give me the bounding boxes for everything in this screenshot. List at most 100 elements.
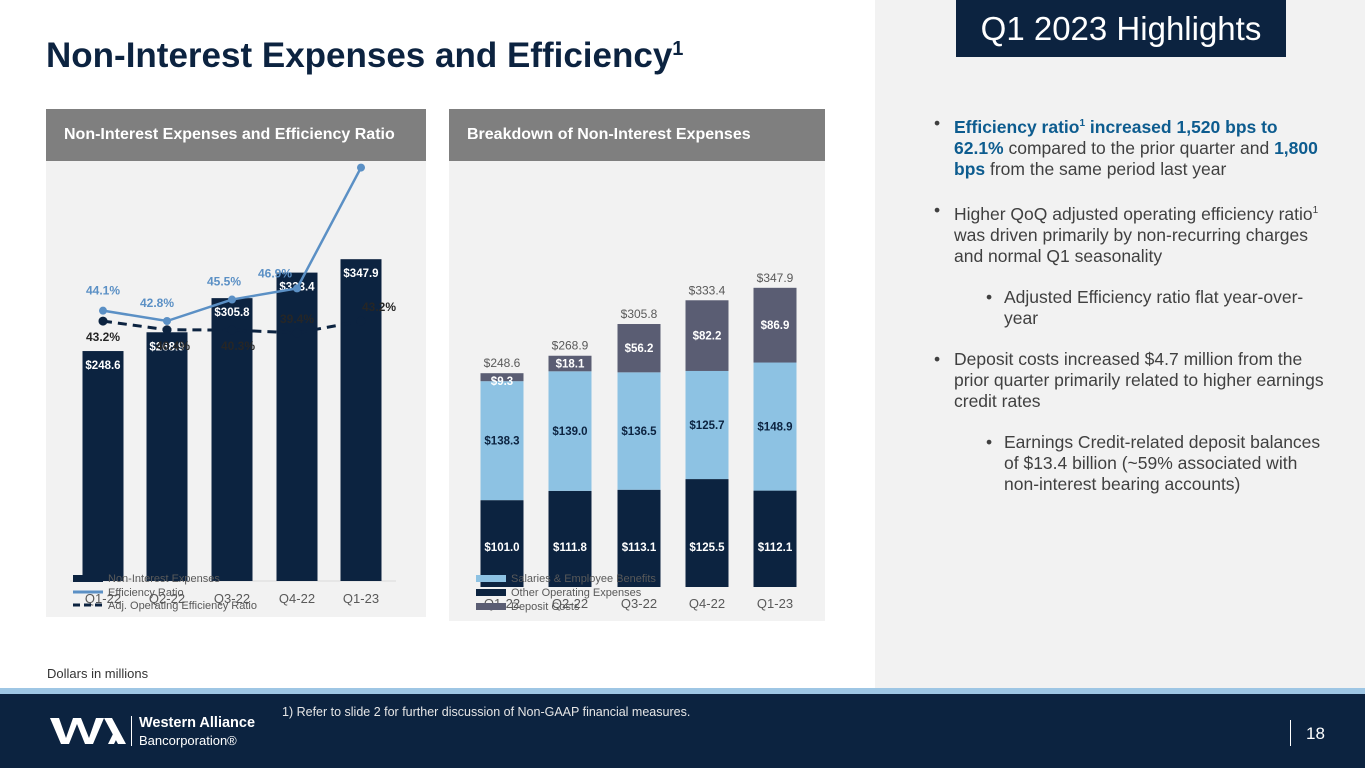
chart2-total-label: $333.4 <box>689 283 726 297</box>
chart2-segment-label: $125.5 <box>689 542 725 554</box>
chart1-efficiency-point <box>228 295 236 304</box>
chart1-legend-label: Non-Interest Expenses <box>108 573 220 585</box>
chart2-tick-label: Q4-22 <box>689 596 725 611</box>
company-logo-icon <box>50 718 126 744</box>
chart1-title: Non-Interest Expenses and Efficiency Rat… <box>46 109 426 161</box>
chart1-adj-efficiency-point <box>356 316 366 326</box>
chart1-tick-label: Q2-22 <box>149 591 185 606</box>
chart1-legend-label: Adj. Operating Efficiency Ratio <box>108 600 257 612</box>
chart2-bar-segment <box>685 300 729 371</box>
chart2-bar-segment <box>753 490 797 587</box>
chart1-efficiency-point <box>99 306 107 315</box>
chart1-efficiency-label: 45.5% <box>207 275 241 289</box>
chart2-segment-label: $111.8 <box>553 542 588 554</box>
chart1-adj-efficiency-point <box>292 328 302 338</box>
chart2-bar-segment <box>548 371 592 491</box>
logo-separator <box>131 716 132 746</box>
footer-bar <box>0 694 1365 768</box>
chart1-bar-label: $347.9 <box>343 268 378 280</box>
chart2-bar-segment <box>617 324 661 373</box>
chart1-efficiency-label: 46.9% <box>258 266 292 280</box>
chart1-adj-efficiency-label: 43.2% <box>86 330 120 344</box>
chart2-segment-label: $139.0 <box>552 426 587 438</box>
chart2-segment-label: $56.2 <box>625 343 654 355</box>
chart2-bar-segment <box>617 489 661 587</box>
chart1-efficiency-point <box>163 317 171 325</box>
chart1-adj-efficiency-point <box>227 325 237 335</box>
chart2-total-label: $347.9 <box>757 271 794 285</box>
chart1-bar-label: $248.6 <box>85 360 120 372</box>
chart1-adj-efficiency-line <box>102 319 362 335</box>
chart2-bar-segment <box>753 287 797 363</box>
chart2-segment-label: $101.0 <box>484 542 519 554</box>
chart1-bar-label: $305.8 <box>214 307 250 319</box>
chart2-segment-label: $82.2 <box>693 331 722 343</box>
chart1-adj-efficiency-label: 40.3% <box>221 339 255 353</box>
chart1-legend-label: Efficiency Ratio <box>108 587 184 599</box>
chart1-tick-label: Q4-22 <box>279 591 315 606</box>
chart2-bar-segment <box>480 381 524 501</box>
chart1-tick-label: Q1-22 <box>85 591 121 606</box>
company-name-line2: Bancorporation® <box>139 733 237 748</box>
chart2-segment-label: $136.5 <box>621 426 657 438</box>
chart2-title: Breakdown of Non-Interest Expenses <box>449 109 825 161</box>
chart1-adj-efficiency-label: 43.2% <box>362 300 396 314</box>
chart2-legend-label: Salaries & Employee Benefits <box>511 573 656 585</box>
chart1-adj-efficiency-point <box>162 325 172 335</box>
chart2-legend-swatch <box>476 589 506 596</box>
chart2-segment-label: $112.1 <box>758 542 793 554</box>
chart2-bar-segment <box>685 479 729 587</box>
chart2-bar-segment <box>548 490 592 587</box>
expense-breakdown-panel: Breakdown of Non-Interest Expenses $101.… <box>449 109 825 621</box>
chart1-tick-label: Q1-23 <box>343 591 379 606</box>
chart2-legend-label: Deposit Costs <box>511 601 580 613</box>
expense-breakdown-chart: $101.0$138.3$9.3$248.6Q1-22$111.8$139.0$… <box>476 271 797 613</box>
chart1-bar-label: $268.9 <box>149 341 184 353</box>
chart2-bar-segment <box>685 370 729 480</box>
page-number-separator <box>1290 720 1291 746</box>
chart2-segment-label: $138.3 <box>484 436 519 448</box>
chart1-tick-label: Q3-22 <box>214 591 250 606</box>
footer-divider <box>0 688 1365 694</box>
chart2-total-label: $268.9 <box>552 339 589 353</box>
chart1-adj-efficiency-point <box>98 316 108 326</box>
highlights-badge: Q1 2023 Highlights <box>956 0 1286 57</box>
chart1-bar <box>146 332 188 581</box>
chart2-tick-label: Q2-22 <box>552 596 588 611</box>
chart2-bar-segment <box>548 355 592 372</box>
chart1-bar <box>211 298 253 581</box>
chart2-legend-swatch <box>476 575 506 582</box>
page-number: 18 <box>1306 724 1325 743</box>
chart2-segment-label: $9.3 <box>491 376 513 388</box>
chart2-tick-label: Q3-22 <box>621 596 657 611</box>
chart2-segment-label: $125.7 <box>689 420 724 432</box>
chart2-total-label: $305.8 <box>621 307 658 321</box>
page-title: Non-Interest Expenses and Efficiency1 <box>46 36 684 75</box>
highlight-bullet-3: Deposit costs increased $4.7 million fro… <box>930 349 1330 412</box>
chart2-segment-label: $148.9 <box>757 422 792 434</box>
chart2-legend-swatch <box>476 603 506 610</box>
chart1-adj-efficiency-label: 40.4% <box>156 339 190 353</box>
chart1-legend-swatch-bar <box>73 575 103 582</box>
chart1-efficiency-point <box>357 163 365 172</box>
chart2-segment-label: $113.1 <box>622 542 657 554</box>
company-name: Western Alliance <box>139 715 256 731</box>
expenses-ratio-chart: $248.6Q1-22$268.9Q2-22$305.8Q3-22$333.4Q… <box>70 163 396 612</box>
chart1-bar <box>82 351 124 581</box>
chart2-bar-segment <box>753 362 797 491</box>
expenses-ratio-panel: Non-Interest Expenses and Efficiency Rat… <box>46 109 426 617</box>
chart2-bar-segment <box>480 373 524 382</box>
footnote: 1) Refer to slide 2 for further discussi… <box>282 705 691 719</box>
chart1-adj-efficiency-label: 39.4% <box>280 312 314 326</box>
chart1-efficiency-label: 42.8% <box>140 296 174 310</box>
chart1-efficiency-label: 44.1% <box>86 284 120 298</box>
highlight-subbullet-2: Adjusted Efficiency ratio flat year-over… <box>982 287 1330 329</box>
chart2-tick-label: Q1-23 <box>757 596 793 611</box>
chart2-total-label: $248.6 <box>484 356 521 370</box>
highlights-list: Efficiency ratio1 increased 1,520 bps to… <box>930 113 1330 515</box>
chart1-bar <box>340 259 382 581</box>
highlight-subbullet-3: Earnings Credit-related deposit balances… <box>982 432 1330 495</box>
chart2-segment-label: $18.1 <box>556 359 585 371</box>
chart1-bar <box>276 272 318 581</box>
chart2-legend-label: Other Operating Expenses <box>511 587 642 599</box>
